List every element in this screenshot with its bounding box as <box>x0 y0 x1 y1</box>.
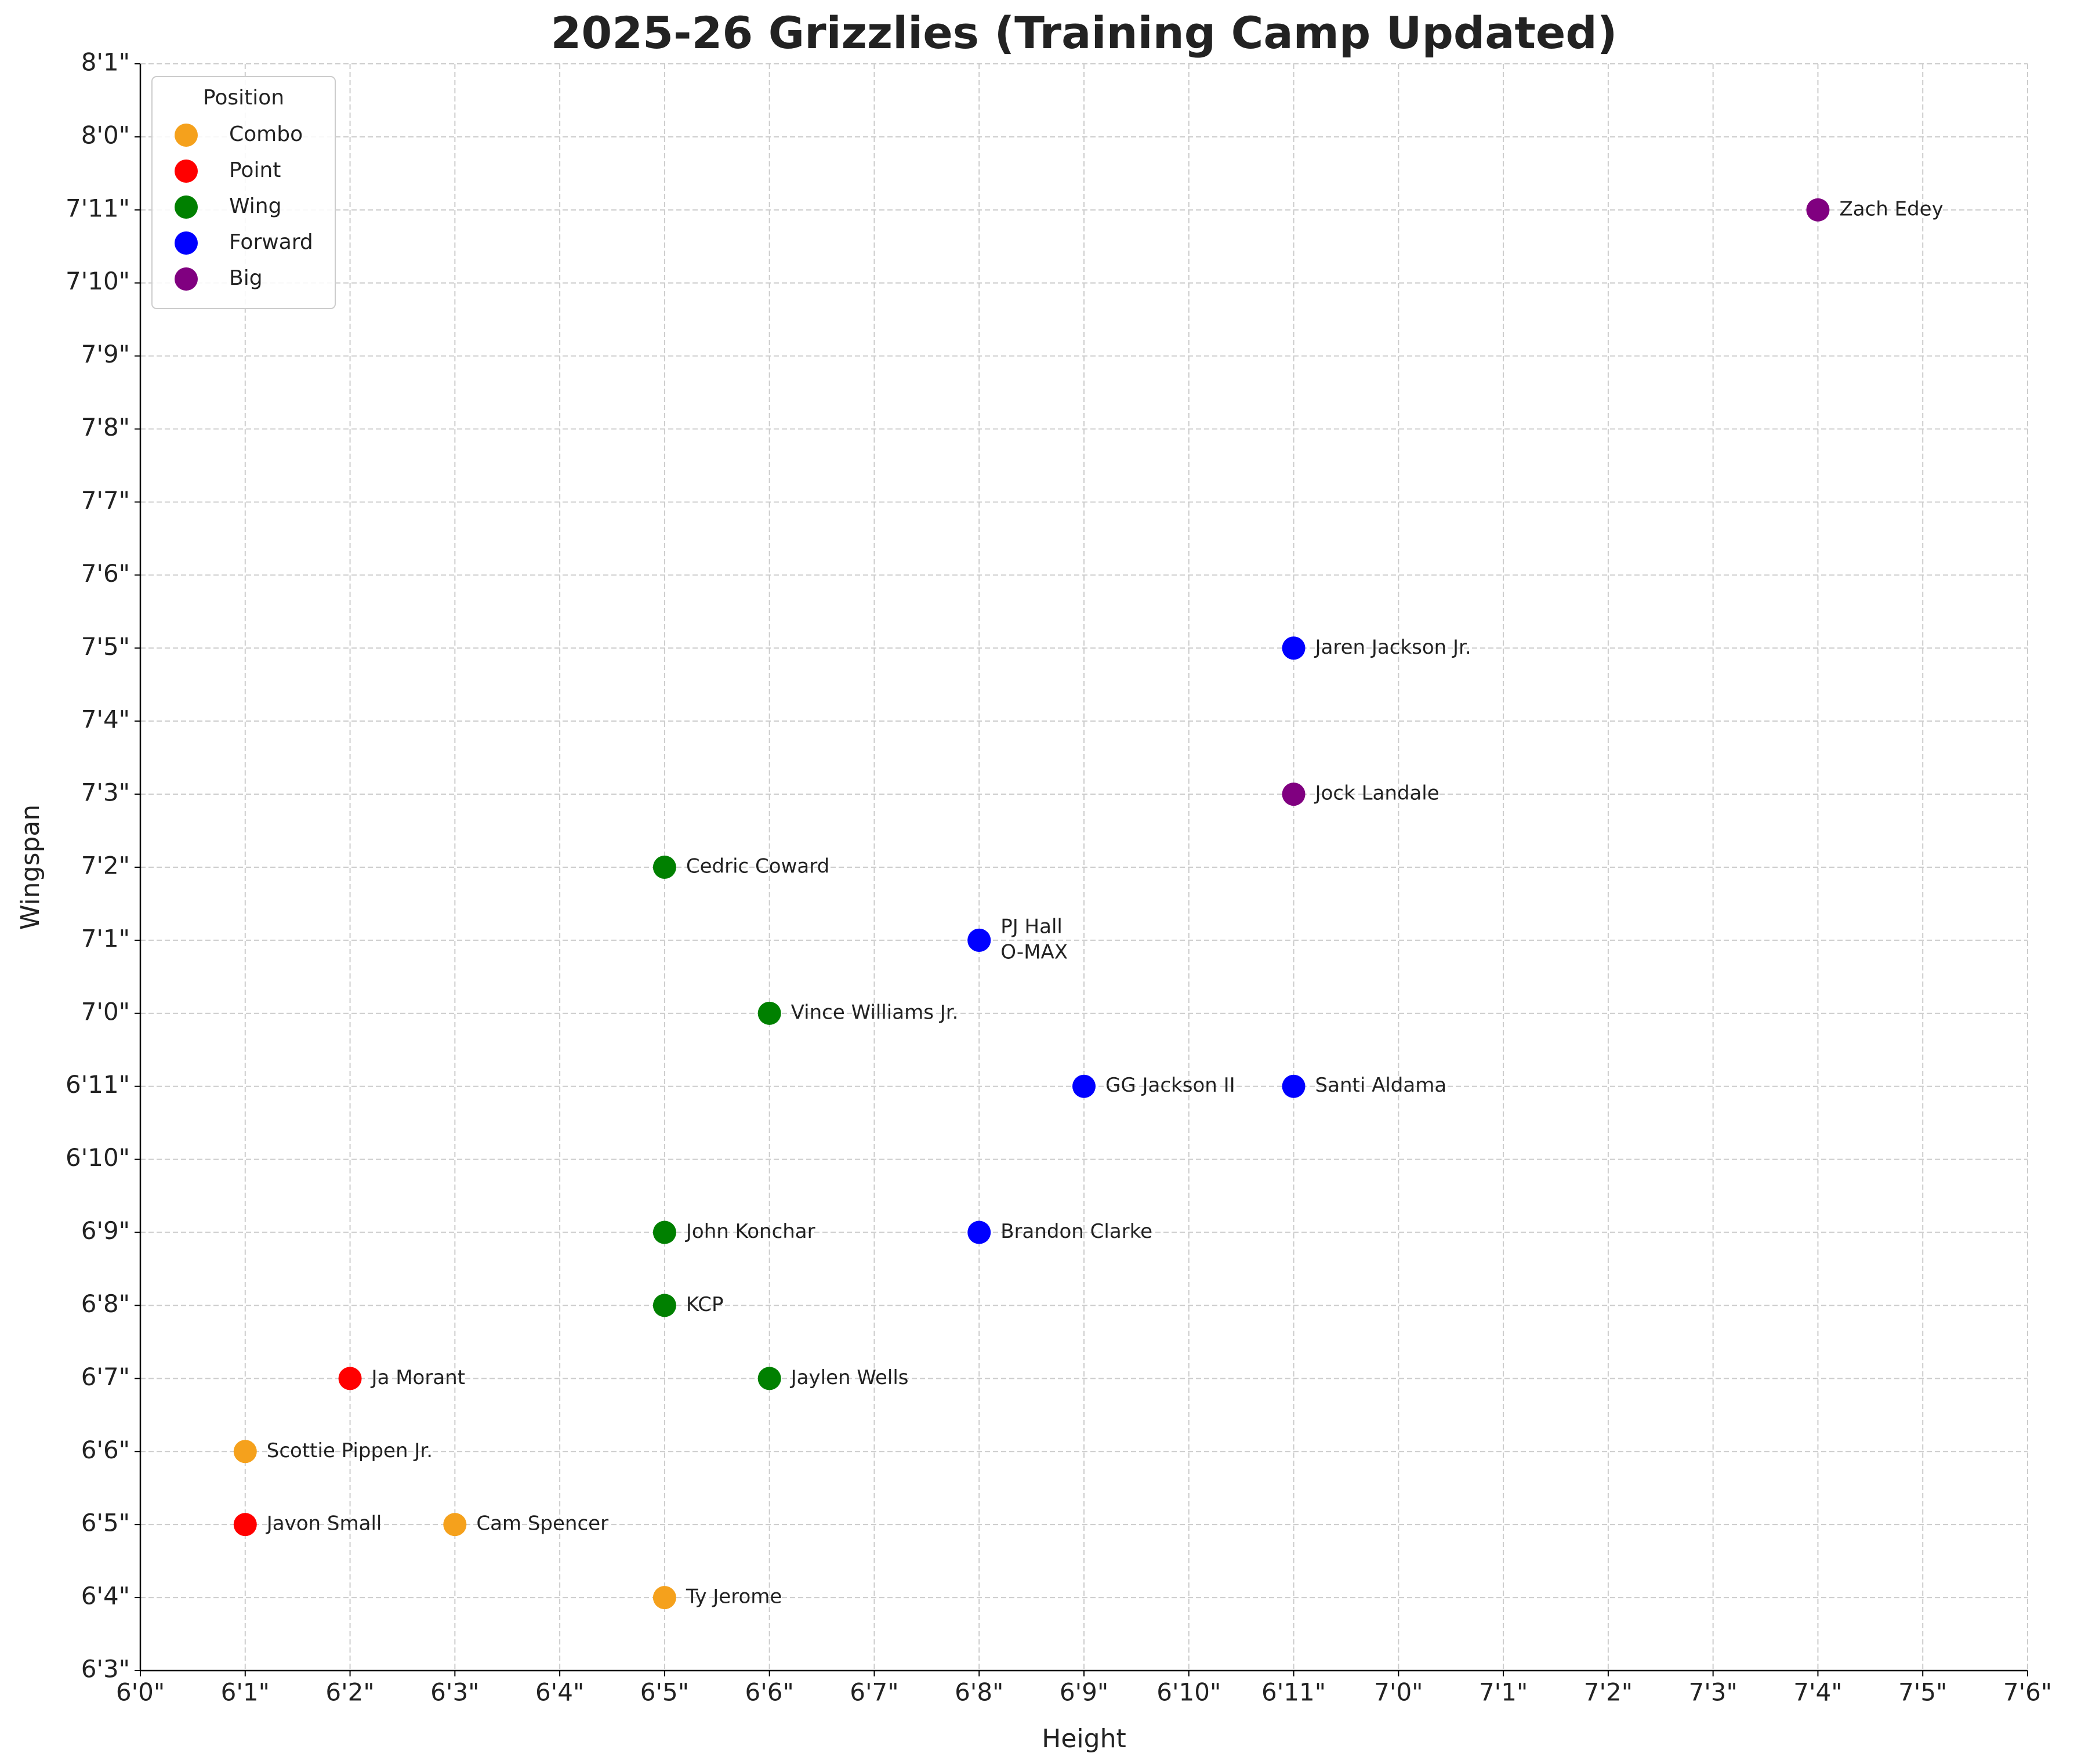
x-tick-label: 6'1" <box>221 1678 270 1707</box>
point-label: Vince Williams Jr. <box>791 1001 959 1024</box>
y-tick-label: 7'1" <box>81 924 130 952</box>
y-tick-label: 8'0" <box>81 121 130 149</box>
y-tick-label: 6'4" <box>81 1582 130 1610</box>
point-label: John Konchar <box>685 1220 815 1243</box>
y-tick-label: 6'3" <box>81 1655 130 1683</box>
y-tick-label: 8'1" <box>81 48 130 77</box>
point-label: KCP <box>686 1293 724 1316</box>
point-label: Zach Edey <box>1839 197 1943 220</box>
point <box>443 1513 467 1537</box>
y-tick-label: 7'4" <box>81 705 130 734</box>
legend-label: Forward <box>229 230 313 254</box>
y-tick-label: 6'7" <box>81 1363 130 1391</box>
point-label: Scottie Pippen Jr. <box>267 1439 433 1462</box>
point-label: Ty Jerome <box>686 1585 782 1609</box>
point <box>967 1220 991 1244</box>
point <box>757 1367 781 1390</box>
point-label: Santi Aldama <box>1315 1074 1447 1097</box>
legend-label: Point <box>229 158 281 182</box>
point-label: Jock Landale <box>1314 782 1440 805</box>
y-tick-label: 7'6" <box>81 559 130 588</box>
point <box>1282 1074 1306 1098</box>
y-tick-label: 7'11" <box>66 194 130 222</box>
legend-marker <box>175 231 198 255</box>
point-label: Cam Spencer <box>476 1512 608 1535</box>
point <box>338 1367 362 1390</box>
point <box>1072 1074 1096 1098</box>
legend-label: Big <box>229 266 263 290</box>
point <box>1282 636 1306 660</box>
y-tick-label: 7'9" <box>81 340 130 368</box>
point <box>652 1294 676 1317</box>
legend-marker <box>175 195 198 219</box>
y-tick-label: 6'5" <box>81 1509 130 1537</box>
chart-title: 2025-26 Grizzlies (Training Camp Updated… <box>550 7 1617 59</box>
point-label: Jaren Jackson Jr. <box>1314 636 1471 659</box>
legend-label: Combo <box>229 122 303 146</box>
x-tick-label: 6'4" <box>535 1678 584 1707</box>
point-label: Brandon Clarke <box>1000 1220 1152 1243</box>
legend-marker <box>175 124 198 147</box>
x-tick-label: 7'3" <box>1689 1678 1738 1707</box>
point-label: PJ Hall <box>1000 915 1063 938</box>
y-tick-label: 6'9" <box>81 1216 130 1245</box>
x-axis-label: Height <box>1042 1724 1126 1754</box>
point <box>652 1586 676 1610</box>
y-tick-label: 7'8" <box>81 413 130 441</box>
x-tick-label: 6'3" <box>430 1678 479 1707</box>
legend-box <box>151 76 336 309</box>
x-tick-label: 7'1" <box>1479 1678 1528 1707</box>
x-tick-label: 6'10" <box>1156 1678 1221 1707</box>
y-tick-label: 7'10" <box>66 267 130 295</box>
point <box>233 1440 257 1464</box>
point-label: GG Jackson II <box>1105 1074 1235 1097</box>
point-label: Jaylen Wells <box>790 1366 909 1389</box>
y-tick-label: 6'8" <box>81 1290 130 1318</box>
y-tick-label: 7'5" <box>81 632 130 661</box>
point-label: Cedric Coward <box>686 855 829 878</box>
y-tick-label: 7'0" <box>81 997 130 1026</box>
x-tick-label: 6'9" <box>1060 1678 1108 1707</box>
x-tick-label: 7'4" <box>1793 1678 1842 1707</box>
x-tick-label: 6'5" <box>640 1678 689 1707</box>
point <box>652 856 676 879</box>
x-tick-label: 6'0" <box>116 1678 165 1707</box>
x-tick-label: 6'7" <box>850 1678 898 1707</box>
point <box>1806 198 1830 222</box>
x-tick-label: 6'11" <box>1261 1678 1326 1707</box>
point-label: O-MAX <box>1000 940 1068 964</box>
point <box>757 1001 781 1025</box>
x-tick-label: 7'5" <box>1898 1678 1947 1707</box>
x-tick-label: 7'6" <box>2003 1678 2052 1707</box>
point <box>1282 783 1306 806</box>
y-tick-label: 6'10" <box>66 1143 130 1172</box>
point <box>967 928 991 952</box>
y-tick-label: 7'2" <box>81 852 130 880</box>
point-label: Ja Morant <box>371 1366 466 1389</box>
x-tick-label: 6'8" <box>955 1678 1003 1707</box>
x-tick-label: 7'0" <box>1374 1678 1423 1707</box>
x-tick-label: 7'2" <box>1584 1678 1633 1707</box>
legend-label: Wing <box>229 194 281 218</box>
x-tick-label: 6'2" <box>325 1678 374 1707</box>
legend-title: Position <box>203 86 284 110</box>
y-axis-label: Wingspan <box>16 805 45 930</box>
legend-marker <box>175 160 198 183</box>
y-tick-label: 6'6" <box>81 1436 130 1464</box>
legend-marker <box>175 267 198 291</box>
x-tick-label: 6'6" <box>745 1678 794 1707</box>
y-tick-label: 6'11" <box>66 1070 130 1099</box>
y-tick-label: 7'3" <box>81 778 130 807</box>
point-label: Javon Small <box>266 1512 382 1535</box>
point <box>233 1513 257 1537</box>
point <box>652 1220 676 1244</box>
y-tick-label: 7'7" <box>81 486 130 515</box>
